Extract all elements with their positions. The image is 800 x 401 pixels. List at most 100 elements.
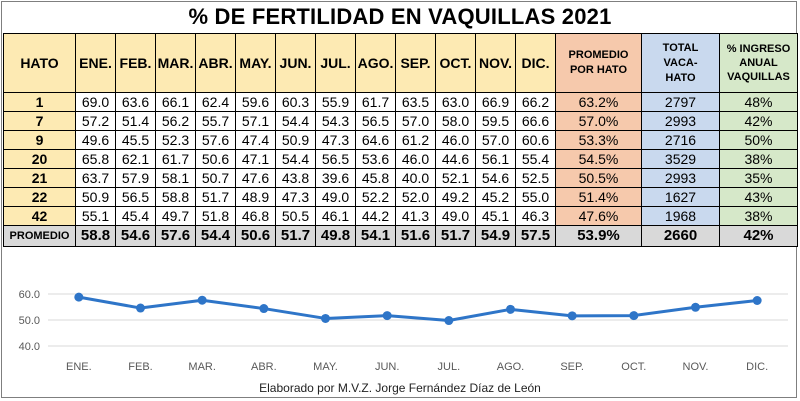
- cell-month-value: 47.3: [315, 130, 356, 150]
- cell-month-value: 45.4: [115, 206, 156, 226]
- cell-month-value: 63.7: [75, 168, 116, 188]
- chart-data-point: [444, 316, 454, 326]
- credit-text: Elaborado por M.V.Z. Jorge Fernández Día…: [259, 381, 541, 395]
- cell-month-value: 55.7: [195, 111, 236, 131]
- cell-month-value: 55.1: [75, 206, 116, 226]
- cell-hato: 21: [3, 168, 76, 188]
- chart-data-point: [197, 295, 207, 305]
- chart-data-point: [74, 292, 84, 302]
- cell-month-value: 57.2: [75, 111, 116, 131]
- cell-month-value: 46.0: [395, 149, 436, 169]
- header-month: DIC.: [515, 33, 556, 93]
- cell-ingreso: 43%: [719, 187, 798, 207]
- cell-month-value: 49.6: [75, 130, 116, 150]
- cell-total: 1968: [641, 206, 720, 226]
- cell-hato: 9: [3, 130, 76, 150]
- cell-hato: 1: [3, 92, 76, 112]
- cell-month-value: 49.0: [315, 187, 356, 207]
- cell-month-value: 56.5: [115, 187, 156, 207]
- cell-month-value: 60.3: [275, 92, 316, 112]
- chart-series-line: [78, 295, 758, 323]
- cell-promedio: 47.6%: [555, 206, 642, 226]
- header-total: TOTAL VACA- HATO: [641, 33, 720, 93]
- table-row: 9 49.6 45.5 52.3 57.6 47.4 50.9 47.3 64.6 61.2 46.…: [3, 130, 798, 150]
- cell-promedio: 50.5%: [555, 168, 642, 188]
- chart-y-tick-label: 60.0: [19, 289, 40, 301]
- cell-month-value: 65.8: [75, 149, 116, 169]
- cell-month-value: 50.5: [275, 206, 316, 226]
- chart-data-point: [629, 311, 639, 321]
- cell-month-value: 56.5: [355, 111, 396, 131]
- cell-month-value: 45.1: [475, 206, 516, 226]
- cell-month-value: 63.5: [395, 92, 436, 112]
- cell-month-value: 51.4: [115, 111, 156, 131]
- cell-month-value: 47.4: [235, 130, 276, 150]
- cell-month-value: 61.2: [395, 130, 436, 150]
- cell-month-value: 41.3: [395, 206, 436, 226]
- chart-data-point: [382, 311, 392, 321]
- cell-total: 2797: [641, 92, 720, 112]
- cell-month-value: 60.6: [515, 130, 556, 150]
- header-month: ABR.: [195, 33, 236, 93]
- header-ingreso: % INGRESO ANUAL VAQUILLAS: [719, 33, 798, 93]
- cell-month-value: 57.0: [395, 111, 436, 131]
- table-row: 22 50.9 56.5 58.8 51.7 48.9 47.3 49.0 52.2 52.0 49…: [3, 187, 798, 207]
- chart-x-tick-label: AGO.: [497, 361, 525, 373]
- header-ingreso-line3: VAQUILLAS: [727, 71, 790, 83]
- cell-month-value: 54.6: [475, 168, 516, 188]
- table-body: 1 69.0 63.6 66.1 62.4 59.6 60.3 55.9 61.7 63.5 63.…: [3, 92, 798, 247]
- cell-total: 2716: [641, 130, 720, 150]
- header-month: MAR.: [155, 33, 196, 93]
- page-title: % DE FERTILIDAD EN VAQUILLAS 2021: [188, 4, 612, 29]
- cell-month-value: 63.0: [435, 92, 476, 112]
- cell-ingreso: 38%: [719, 149, 798, 169]
- chart-data-point: [136, 303, 145, 313]
- cell-average-value: 54.9: [475, 225, 516, 247]
- cell-month-value: 46.0: [435, 130, 476, 150]
- chart-x-tick-label: JUN.: [375, 361, 399, 373]
- cell-month-value: 61.7: [155, 149, 196, 169]
- cell-average-value: 54.6: [115, 225, 156, 247]
- chart-data-point: [752, 296, 762, 305]
- chart-y-tick-label: 40.0: [19, 341, 40, 353]
- cell-month-value: 47.6: [235, 168, 276, 188]
- header-total-line1: TOTAL: [662, 41, 699, 54]
- header-ingreso-line1: % INGRESO: [726, 43, 791, 55]
- header-promedio-line1: PROMEDIO: [568, 49, 629, 61]
- chart-data-point: [691, 302, 700, 312]
- cell-promedio: 57.0%: [555, 111, 642, 131]
- cell-month-value: 58.0: [435, 111, 476, 131]
- cell-month-value: 53.6: [355, 149, 396, 169]
- cell-month-value: 50.6: [195, 149, 236, 169]
- cell-hato: 7: [3, 111, 76, 131]
- cell-hato: 22: [3, 187, 76, 207]
- cell-month-value: 63.6: [115, 92, 156, 112]
- cell-month-value: 56.1: [475, 149, 516, 169]
- cell-total: 2993: [641, 168, 720, 188]
- header-total-line3: HATO: [665, 71, 696, 84]
- cell-month-value: 57.9: [115, 168, 156, 188]
- cell-average-total: 2660: [641, 225, 720, 247]
- cell-month-value: 66.6: [515, 111, 556, 131]
- cell-average-value: 54.1: [355, 225, 396, 247]
- cell-month-value: 55.9: [315, 92, 356, 112]
- cell-month-value: 66.2: [515, 92, 556, 112]
- header-month: FEB.: [115, 33, 156, 93]
- cell-month-value: 62.1: [115, 149, 156, 169]
- cell-total: 1627: [641, 187, 720, 207]
- cell-month-value: 43.8: [275, 168, 316, 188]
- header-month: JUN.: [275, 33, 316, 93]
- chart-x-tick-label: ENE.: [66, 361, 92, 373]
- cell-month-value: 52.5: [515, 168, 556, 188]
- cell-month-value: 57.1: [235, 111, 276, 131]
- cell-month-value: 49.7: [155, 206, 196, 226]
- cell-month-value: 54.3: [315, 111, 356, 131]
- cell-month-value: 50.9: [75, 187, 116, 207]
- cell-month-value: 62.4: [195, 92, 236, 112]
- table-row: 7 57.2 51.4 56.2 55.7 57.1 54.4 54.3 56.5 57.0 58.…: [3, 111, 798, 131]
- cell-month-value: 52.2: [355, 187, 396, 207]
- cell-average-value: 54.4: [195, 225, 236, 247]
- cell-month-value: 54.4: [275, 111, 316, 131]
- cell-month-value: 52.3: [155, 130, 196, 150]
- cell-ingreso: 35%: [719, 168, 798, 188]
